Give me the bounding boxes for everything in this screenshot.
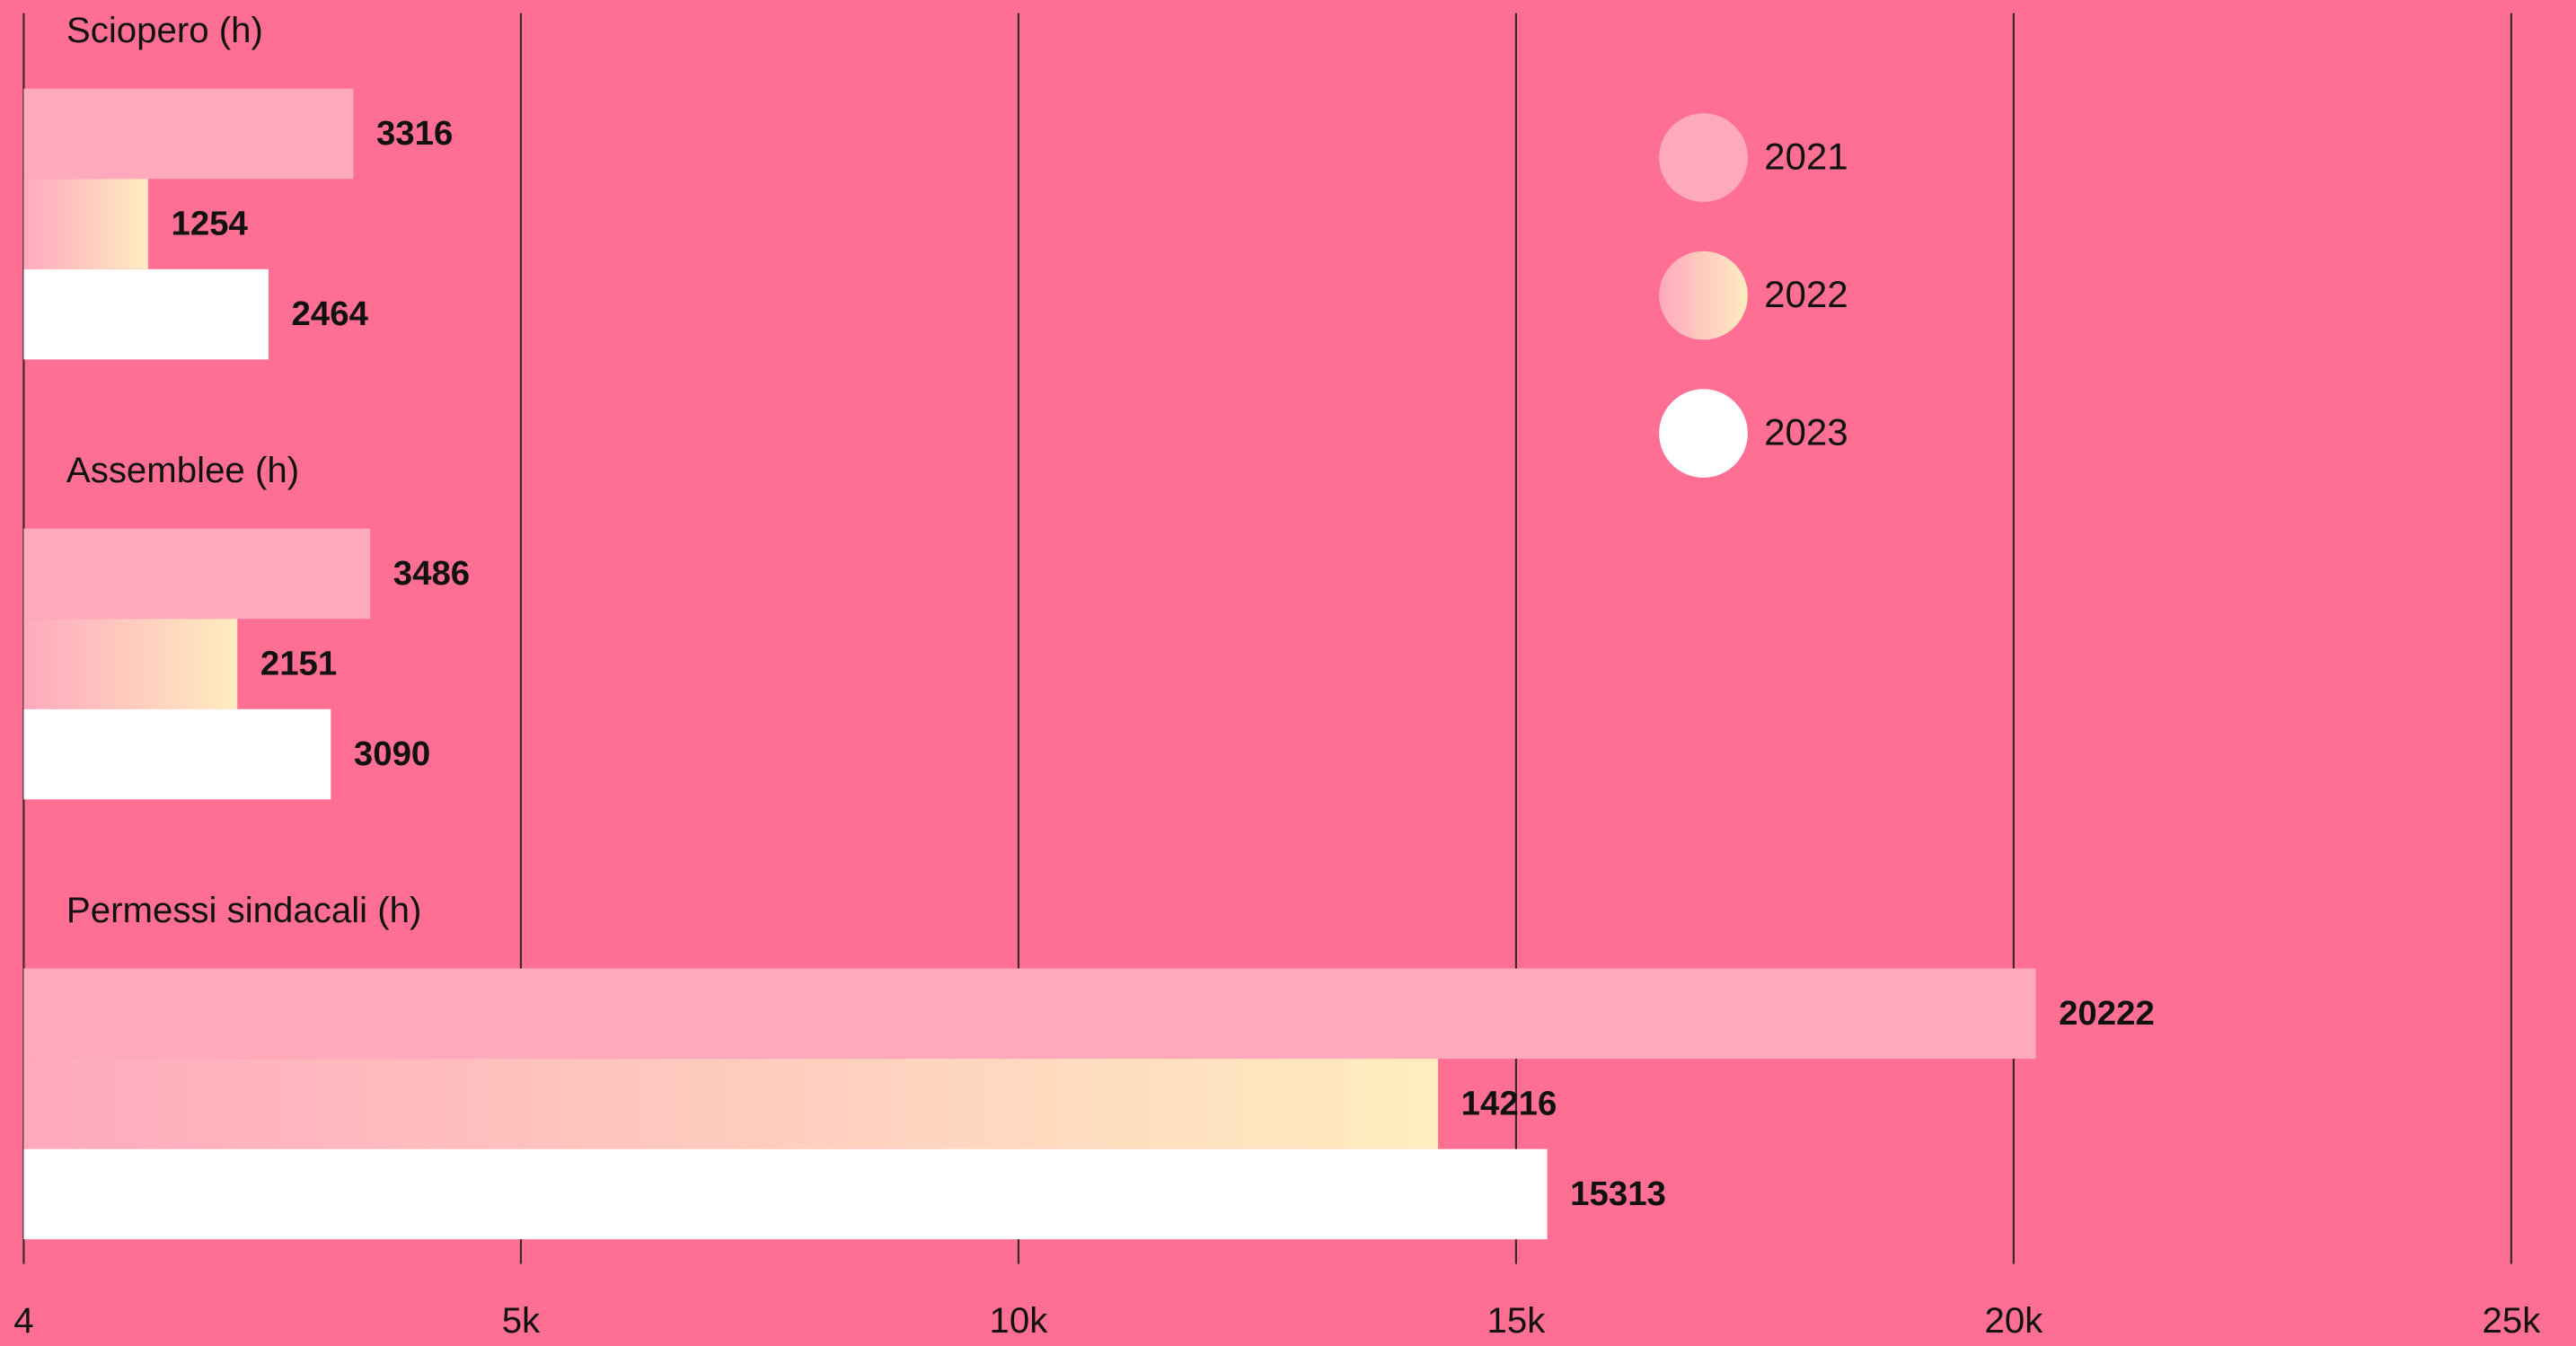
bar	[23, 88, 354, 180]
value-label: 2151	[260, 644, 337, 682]
bar	[23, 968, 2036, 1060]
legend-swatch	[1659, 389, 1748, 478]
value-label: 3486	[393, 554, 470, 593]
legend-label: 2022	[1764, 273, 1848, 315]
x-tick-label: 4	[13, 1300, 33, 1341]
legend-label: 2023	[1764, 411, 1848, 453]
legend-swatch	[1659, 113, 1748, 202]
x-tick-label: 20k	[1984, 1300, 2043, 1341]
category-label: Assemblee (h)	[66, 450, 299, 490]
x-tick-label: 15k	[1487, 1300, 1547, 1341]
bar	[23, 1148, 1548, 1240]
category-label: Sciopero (h)	[66, 10, 263, 50]
value-label: 15313	[1570, 1174, 1666, 1213]
value-label: 1254	[171, 204, 248, 242]
value-label: 14216	[1461, 1084, 1557, 1122]
x-tick-label: 10k	[990, 1300, 1049, 1341]
value-label: 2464	[292, 295, 369, 333]
bar	[23, 528, 371, 620]
bar	[23, 179, 148, 269]
category-label: Permessi sindacali (h)	[66, 890, 421, 930]
legend-swatch	[1659, 251, 1748, 340]
legend-label: 2021	[1764, 135, 1848, 177]
value-label: 20222	[2059, 994, 2155, 1033]
x-tick-label: 25k	[2482, 1300, 2541, 1341]
x-tick-label: 5k	[502, 1300, 541, 1341]
value-label: 3090	[354, 735, 430, 773]
bar	[23, 268, 269, 360]
value-label: 3316	[376, 114, 453, 153]
bar	[23, 1059, 1439, 1149]
bar	[23, 619, 238, 709]
bar	[23, 708, 331, 800]
